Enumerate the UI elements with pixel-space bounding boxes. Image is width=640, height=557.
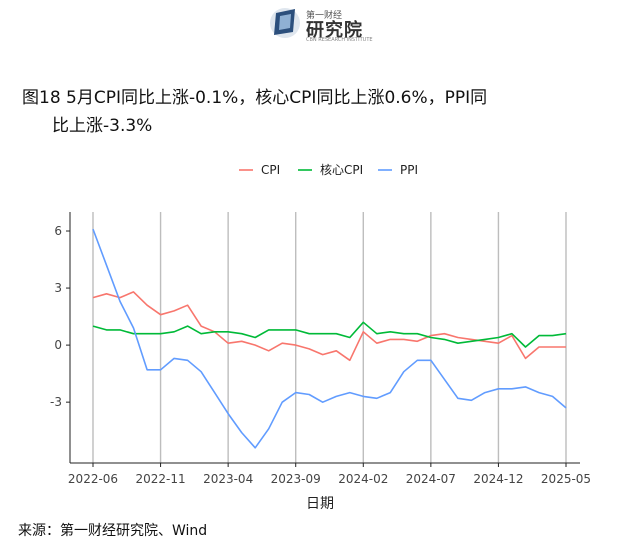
x-tick-label: 2023-09 xyxy=(271,472,321,486)
logo-icon xyxy=(270,8,300,38)
legend-label-核心CPI: 核心CPI xyxy=(320,163,363,177)
x-tick-label: 2024-12 xyxy=(473,472,523,486)
x-tick-label: 2024-07 xyxy=(406,472,456,486)
y-tick-label: -3 xyxy=(50,395,62,409)
series-line-PPI xyxy=(92,228,567,449)
line-chart: -3 0 3 6 2022-06 2022-11 2023-04 2023-09 2024-02… xyxy=(50,163,591,512)
series-line-核心CPI xyxy=(92,321,567,348)
x-tick-label: 2022-06 xyxy=(68,472,118,486)
x-tick-label: 2022-11 xyxy=(136,472,186,486)
x-tick-label: 2023-04 xyxy=(203,472,253,486)
x-tick-label: 2025-05 xyxy=(541,472,591,486)
logo-sub-text: CBN RESEARCH INSTITUTE xyxy=(306,37,373,43)
legend-label-CPI: CPI xyxy=(261,163,280,177)
chart-title-line1: 图18 5月CPI同比上涨-0.1%，核心CPI同比上涨0.6%，PPI同 xyxy=(22,88,488,108)
source-note: 来源：第一财经研究院、Wind xyxy=(18,523,208,539)
logo: 第一财经 研究院 CBN RESEARCH INSTITUTE xyxy=(268,4,378,44)
logo-top-text: 第一财经 xyxy=(306,11,343,21)
series-line-CPI xyxy=(92,291,566,362)
y-tick-label: 6 xyxy=(54,224,62,238)
legend-label-PPI: PPI xyxy=(400,163,418,177)
chart-title: 图18 5月CPI同比上涨-0.1%，核心CPI同比上涨0.6%，PPI同 比上… xyxy=(22,84,582,140)
y-tick-label: 3 xyxy=(54,281,62,295)
y-tick-label: 0 xyxy=(54,338,62,352)
x-tick-label: 2024-02 xyxy=(338,472,388,486)
logo-name: 研究院 xyxy=(306,20,363,41)
chart-title-line2: 比上涨-3.3% xyxy=(52,116,153,136)
x-axis-title: 日期 xyxy=(306,496,334,512)
